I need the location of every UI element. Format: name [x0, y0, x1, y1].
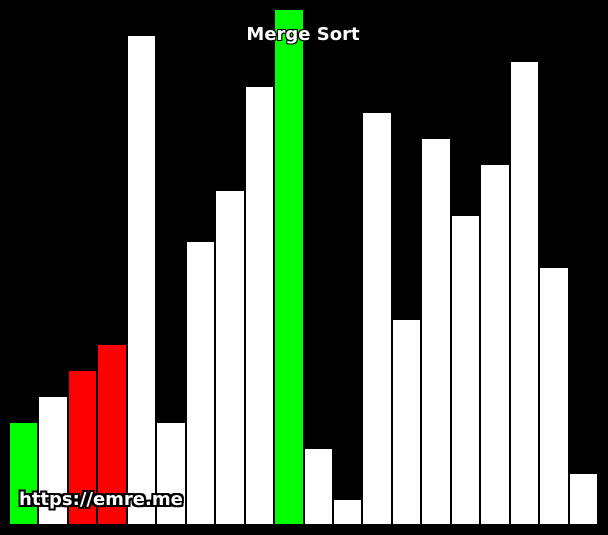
- array-bar: [480, 164, 510, 525]
- algorithm-title: Merge Sort: [246, 24, 360, 45]
- array-bar: [333, 499, 362, 525]
- array-bar: [127, 35, 156, 525]
- array-bar: [38, 396, 68, 525]
- array-bar: [451, 215, 480, 525]
- array-bar: [569, 473, 598, 525]
- array-bar: [215, 190, 245, 525]
- array-bar: [392, 319, 421, 525]
- array-bar: [97, 344, 127, 525]
- array-bar: [186, 241, 215, 525]
- array-bar: [274, 9, 304, 525]
- array-bar: [9, 422, 38, 525]
- array-bar: [156, 422, 186, 525]
- array-bar: [68, 370, 97, 525]
- array-bar: [245, 86, 274, 525]
- array-bar: [539, 267, 569, 525]
- array-bar: [510, 61, 539, 525]
- array-bar: [304, 448, 333, 525]
- array-bar: [362, 112, 392, 525]
- watermark-url: https://emre.me: [19, 489, 183, 510]
- array-bar: [421, 138, 451, 525]
